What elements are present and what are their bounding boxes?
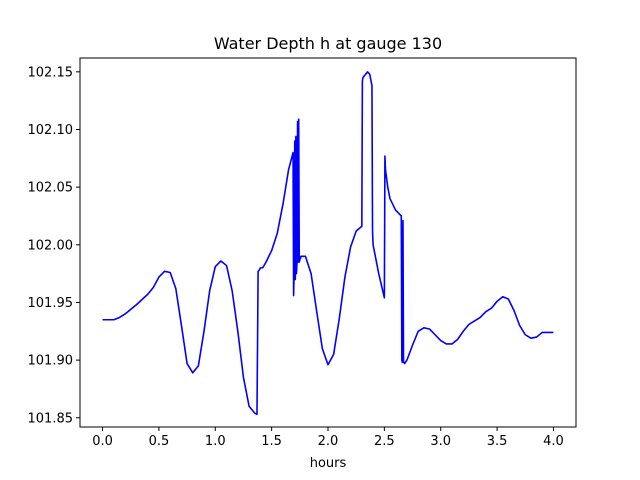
x-tick-label: 3.5 bbox=[487, 434, 508, 449]
x-axis: 0.0 0.5 1.0 1.5 2.0 2.5 3.0 3.5 4.0 bbox=[92, 427, 564, 449]
x-tick-label: 3.0 bbox=[430, 434, 451, 449]
y-tick-label: 101.90 bbox=[28, 354, 74, 369]
y-tick-label: 102.15 bbox=[28, 65, 74, 80]
y-tick-label: 102.05 bbox=[28, 181, 74, 196]
x-tick-label: 2.5 bbox=[374, 434, 395, 449]
y-tick-label: 102.00 bbox=[28, 238, 74, 253]
x-tick-label: 4.0 bbox=[543, 434, 564, 449]
y-tick-label: 101.85 bbox=[28, 411, 74, 426]
chart-title: Water Depth h at gauge 130 bbox=[214, 34, 442, 53]
x-axis-label: hours bbox=[310, 456, 347, 471]
y-tick-label: 102.10 bbox=[28, 123, 74, 138]
x-tick-label: 0.5 bbox=[149, 434, 170, 449]
y-tick-label: 101.95 bbox=[28, 296, 74, 311]
x-tick-label: 2.0 bbox=[318, 434, 339, 449]
x-tick-label: 1.0 bbox=[205, 434, 226, 449]
x-tick-label: 0.0 bbox=[92, 434, 113, 449]
y-axis: 101.85 101.90 101.95 102.00 102.05 102.10 102.… bbox=[28, 65, 80, 426]
x-tick-label: 1.5 bbox=[261, 434, 282, 449]
series-line-0 bbox=[102, 71, 554, 416]
series-layer bbox=[102, 71, 554, 416]
